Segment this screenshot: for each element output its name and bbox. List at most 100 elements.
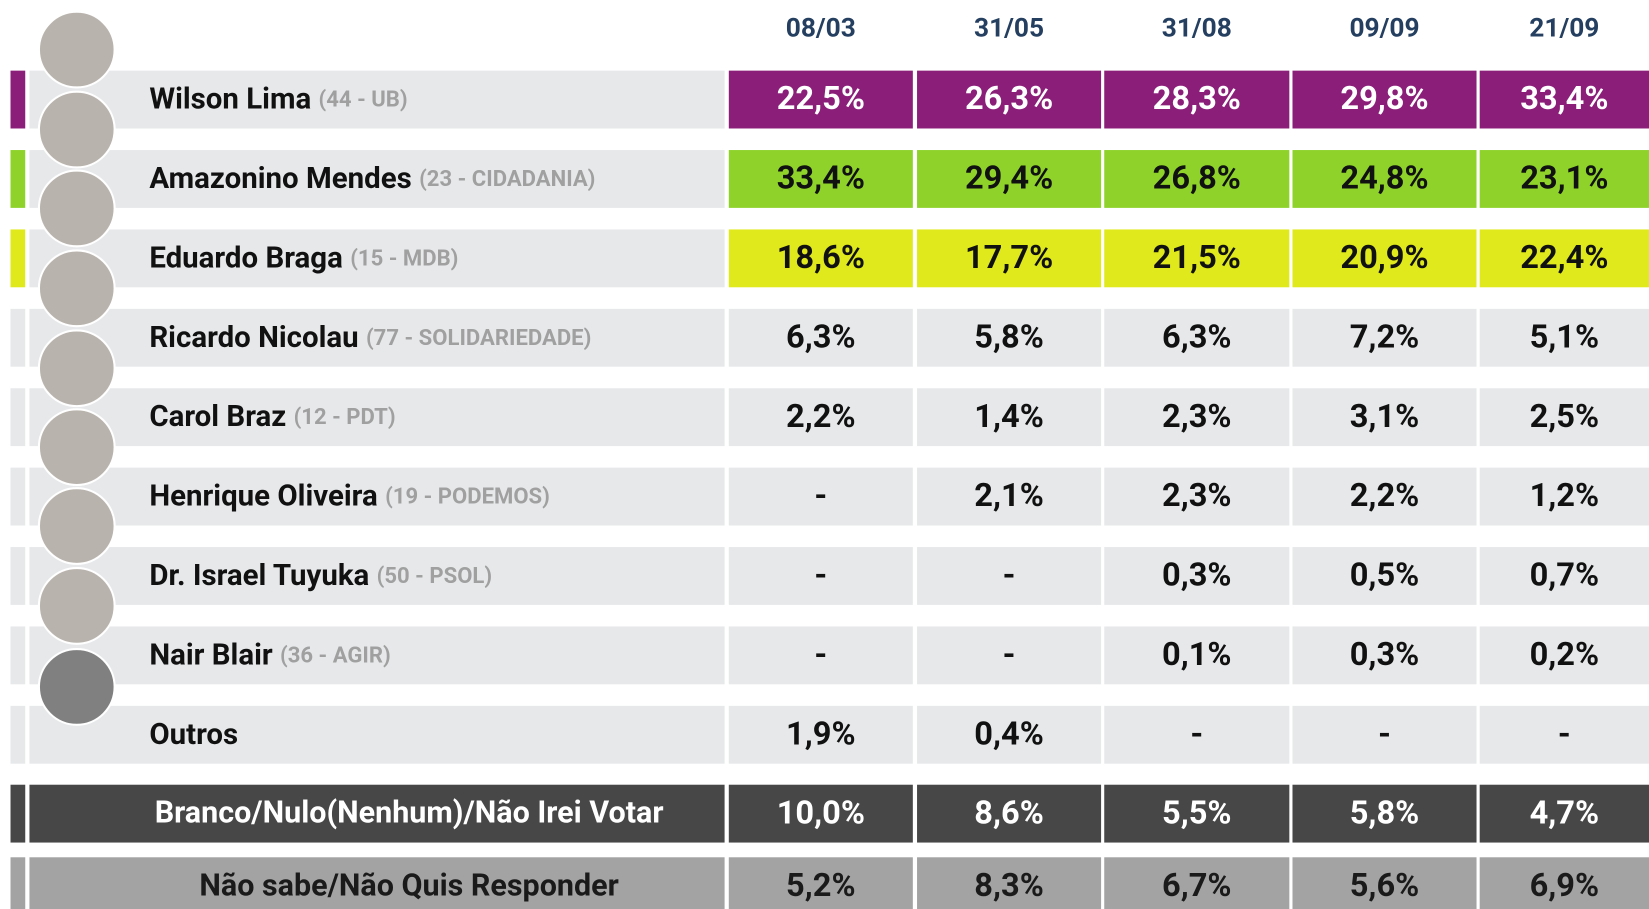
value-cell bbox=[728, 388, 913, 447]
summary-label: Não sabe/Não Quis Responder bbox=[199, 868, 618, 903]
value-cell bbox=[728, 467, 913, 526]
name-cell bbox=[29, 150, 725, 208]
candidate-name: Carol Braz bbox=[149, 400, 286, 434]
row-stripe bbox=[10, 547, 26, 605]
candidate-label: Amazonino Mendes (23 - CIDADANIA) bbox=[149, 162, 595, 196]
candidate-label: Eduardo Braga (15 - MDB) bbox=[149, 241, 458, 275]
value-cell bbox=[728, 150, 913, 208]
value: 18,6% bbox=[777, 238, 865, 276]
value: 28,3% bbox=[1153, 79, 1241, 117]
value-cell bbox=[728, 308, 913, 367]
value-cell bbox=[1479, 467, 1649, 526]
column-date: 21/09 bbox=[1529, 14, 1599, 44]
candidate-party: (15 - MDB) bbox=[350, 246, 458, 271]
value: 33,4% bbox=[1520, 79, 1608, 117]
value-cell bbox=[1104, 150, 1290, 208]
row-stripe bbox=[10, 388, 26, 447]
value: 23,1% bbox=[1520, 159, 1608, 197]
value: - bbox=[1190, 714, 1203, 752]
value-cell bbox=[917, 705, 1102, 764]
value-cell bbox=[728, 547, 913, 605]
value-cell bbox=[1104, 308, 1290, 367]
value: - bbox=[1003, 556, 1016, 594]
candidate-photo bbox=[37, 408, 116, 487]
candidate-label: Wilson Lima (44 - UB) bbox=[149, 82, 407, 116]
value: 26,8% bbox=[1153, 159, 1241, 197]
label-cell bbox=[29, 784, 725, 843]
value: 2,2% bbox=[786, 397, 856, 435]
value-cell bbox=[728, 70, 913, 129]
candidate-label: Outros bbox=[149, 718, 238, 752]
value-cell bbox=[1479, 705, 1649, 764]
row-stripe bbox=[10, 70, 26, 129]
candidate-name: Nair Blair bbox=[149, 638, 273, 672]
column-date: 08/03 bbox=[786, 14, 856, 44]
value: 1,9% bbox=[786, 714, 856, 752]
value: 5,8% bbox=[974, 317, 1044, 355]
row-stripe bbox=[10, 784, 26, 843]
value: - bbox=[1558, 714, 1571, 752]
candidate-photo bbox=[37, 90, 116, 169]
candidate-name: Outros bbox=[149, 718, 238, 752]
value-cell bbox=[1292, 784, 1477, 843]
value: 33,4% bbox=[777, 159, 865, 197]
candidate-party: (50 - PSOL) bbox=[377, 564, 492, 589]
candidate-photo bbox=[37, 487, 116, 565]
value: 5,8% bbox=[1350, 793, 1420, 831]
value-cell bbox=[1292, 229, 1477, 288]
value-cell bbox=[1104, 626, 1290, 685]
value: 5,6% bbox=[1350, 866, 1420, 904]
value-cell bbox=[728, 784, 913, 843]
value: 22,4% bbox=[1520, 238, 1608, 276]
value-cell bbox=[1292, 705, 1477, 764]
candidate-party: (12 - PDT) bbox=[294, 405, 396, 430]
name-cell bbox=[29, 547, 725, 605]
name-cell bbox=[29, 70, 725, 129]
value-cell bbox=[1292, 467, 1477, 526]
value: 6,7% bbox=[1162, 866, 1232, 904]
candidate-label: Dr. Israel Tuyuka (50 - PSOL) bbox=[149, 559, 492, 593]
value-cell bbox=[917, 857, 1102, 909]
value: - bbox=[1003, 635, 1016, 673]
value-cell bbox=[917, 626, 1102, 685]
value-cell bbox=[1292, 150, 1477, 208]
value: 0,2% bbox=[1530, 635, 1600, 673]
value: 10,0% bbox=[777, 793, 865, 831]
summary-label: Branco/Nulo(Nenhum)/Não Irei Votar bbox=[155, 796, 664, 831]
value-cell bbox=[1479, 388, 1649, 447]
value-cell bbox=[917, 467, 1102, 526]
value-cell bbox=[1104, 467, 1290, 526]
candidate-name: Henrique Oliveira bbox=[149, 479, 377, 513]
value: - bbox=[814, 635, 827, 673]
value: 6,3% bbox=[1162, 317, 1232, 355]
value-cell bbox=[1104, 388, 1290, 447]
value-cell bbox=[917, 784, 1102, 843]
name-cell bbox=[29, 467, 725, 526]
column-date: 31/05 bbox=[974, 14, 1044, 44]
value: 5,5% bbox=[1162, 793, 1232, 831]
value: 17,7% bbox=[965, 238, 1053, 276]
candidate-party: (36 - AGIR) bbox=[280, 643, 391, 668]
candidate-photo bbox=[37, 169, 116, 248]
candidate-label: Carol Braz (12 - PDT) bbox=[149, 400, 395, 434]
value: 8,6% bbox=[974, 793, 1044, 831]
column-date: 09/09 bbox=[1349, 14, 1419, 44]
value-cell bbox=[1479, 229, 1649, 288]
value: 2,5% bbox=[1530, 397, 1600, 435]
value: 2,3% bbox=[1162, 476, 1232, 514]
value: 1,2% bbox=[1530, 476, 1600, 514]
value-cell bbox=[1479, 547, 1649, 605]
value: - bbox=[814, 556, 827, 594]
value-cell bbox=[1479, 626, 1649, 685]
value-cell bbox=[1292, 626, 1477, 685]
value-cell bbox=[917, 70, 1102, 129]
value-cell bbox=[1479, 150, 1649, 208]
candidate-name: Dr. Israel Tuyuka bbox=[149, 559, 369, 593]
value: 26,3% bbox=[965, 79, 1053, 117]
name-cell bbox=[29, 229, 725, 288]
value: 6,9% bbox=[1530, 866, 1600, 904]
value-cell bbox=[917, 150, 1102, 208]
row-stripe bbox=[10, 150, 26, 208]
row-stripe bbox=[10, 705, 26, 764]
